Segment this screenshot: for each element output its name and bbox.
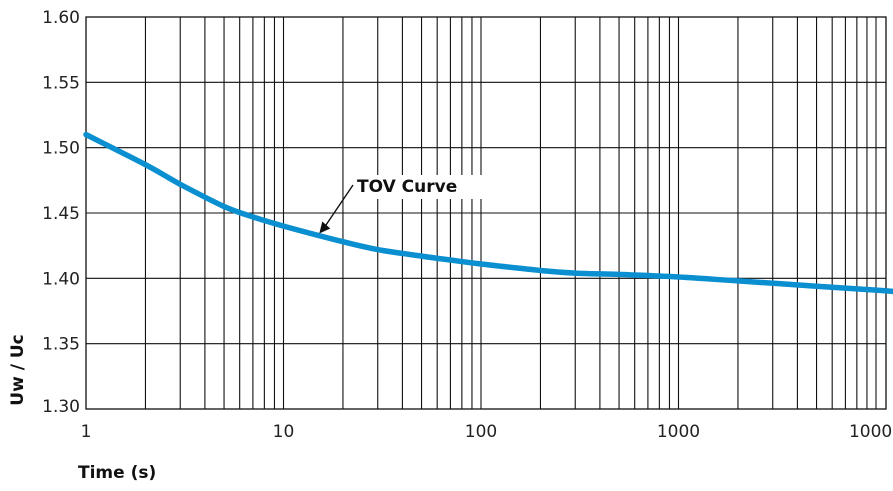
plot-frame <box>85 16 887 410</box>
x-tick-label: 10 <box>273 422 295 442</box>
x-tick-label: 1000 <box>657 422 700 442</box>
y-tick-label: 1.30 <box>42 397 80 417</box>
x-tick-label: 1 <box>81 422 92 442</box>
x-tick-label: 10000 <box>849 422 893 442</box>
y-axis-title: Uw / Uc <box>8 334 28 405</box>
x-axis-title: Time (s) <box>78 463 156 483</box>
annotation-label-bg <box>354 175 486 199</box>
y-tick-labels: 1.30 1.35 1.40 1.45 1.50 1.55 1.60 <box>42 8 80 417</box>
tov-curve-label: TOV Curve <box>357 177 457 197</box>
y-tick-label: 1.60 <box>42 8 80 28</box>
y-tick-label: 1.50 <box>42 139 80 159</box>
y-tick-label: 1.45 <box>42 204 80 224</box>
x-tick-label: 100 <box>465 422 497 442</box>
y-tick-label: 1.35 <box>42 335 80 355</box>
tov-curve-line <box>83 131 893 295</box>
annotation-arrowhead <box>319 221 331 234</box>
y-tick-label: 1.55 <box>42 73 80 93</box>
grid-lines <box>86 16 886 410</box>
x-tick-labels: 1 10 100 1000 10000 <box>81 422 893 442</box>
plot-border <box>85 16 887 410</box>
annotation-arrow-line <box>321 184 354 231</box>
series-layer <box>83 131 893 295</box>
annotation-layer: TOV Curve <box>319 175 486 234</box>
y-tick-label: 1.40 <box>42 269 80 289</box>
